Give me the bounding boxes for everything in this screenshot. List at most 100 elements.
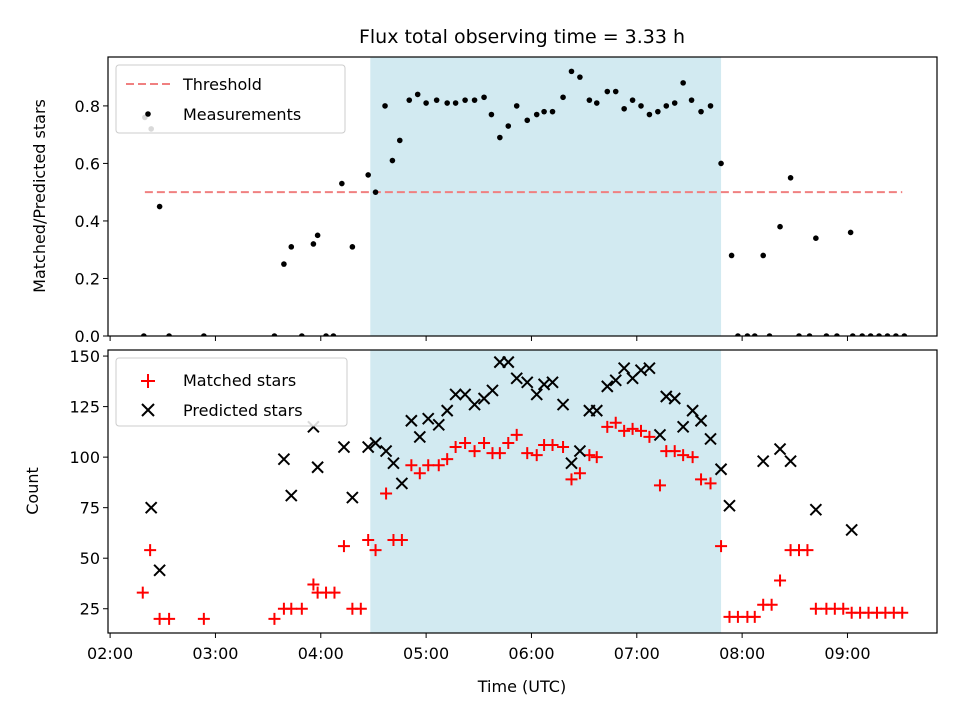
- measurement-point: [751, 333, 758, 336]
- x-axis-label: Time (UTC): [477, 677, 566, 696]
- top-legend-box: [115, 64, 346, 134]
- measurement-point: [389, 157, 396, 164]
- predicted-star-point: [668, 392, 681, 405]
- predicted-star-point: [714, 463, 728, 476]
- top-y-tick-label: 0.4: [75, 212, 100, 231]
- measurement-point: [488, 111, 495, 118]
- measurement-point: [568, 68, 575, 75]
- predicted-star-point: [565, 456, 578, 470]
- measurement-point: [847, 229, 854, 236]
- bottom-shaded-interval: [370, 350, 722, 633]
- measurement-point: [423, 100, 429, 106]
- predicted-star-point: [395, 477, 409, 490]
- measurement-point: [728, 252, 735, 259]
- bottom-y-tick-label: 25: [80, 600, 100, 619]
- measurement-point: [646, 111, 653, 118]
- measurement-point: [444, 100, 450, 106]
- measurement-point: [735, 333, 741, 336]
- matched-star-point: [295, 602, 308, 615]
- predicted-star-point: [277, 452, 291, 466]
- measurement-point: [323, 333, 329, 336]
- measurement-point: [698, 108, 704, 115]
- predicted-star-point: [609, 374, 622, 387]
- measurement-point: [884, 333, 891, 336]
- measurement-point: [462, 97, 468, 103]
- matched-star-point: [557, 441, 570, 454]
- measurement-point: [382, 103, 388, 109]
- measurement-point: [744, 333, 751, 336]
- measurement-point: [707, 103, 714, 109]
- bottom-y-tick-label: 150: [69, 347, 100, 366]
- matched-star-point: [618, 424, 631, 437]
- measurement-point: [663, 103, 670, 109]
- measurement-point: [586, 97, 593, 103]
- x-tick-label: 05:00: [403, 644, 449, 663]
- predicted-star-point: [486, 384, 499, 397]
- measurement-point: [365, 172, 371, 178]
- predicted-star-point: [676, 420, 690, 434]
- matched-star-point: [573, 467, 586, 480]
- measurement-point: [406, 97, 413, 103]
- predicted-star-point: [546, 376, 559, 389]
- legend-measurements-swatch: [145, 111, 151, 117]
- matched-star-point: [801, 544, 814, 557]
- measurement-point: [806, 333, 813, 336]
- predicted-star-point: [405, 414, 418, 427]
- x-tick-label: 08:00: [719, 644, 765, 663]
- predicted-star-point: [601, 380, 614, 393]
- matched-star-point: [144, 544, 157, 557]
- legend-predicted-swatch: [141, 403, 155, 417]
- measurement-point: [629, 97, 636, 103]
- predicted-star-point: [845, 523, 858, 537]
- predicted-star-point: [510, 372, 523, 385]
- matched-star-point: [395, 534, 408, 547]
- matched-star-point: [635, 424, 648, 437]
- predicted-star-point: [413, 430, 427, 444]
- bottom-legend-box: [115, 357, 348, 427]
- bottom-y-axis-label: Count: [23, 467, 42, 515]
- measurement-point: [372, 189, 379, 195]
- top-y-tick-label: 0.2: [75, 269, 100, 288]
- measurement-point: [339, 180, 345, 187]
- matched-star-point: [765, 598, 778, 611]
- measurement-point: [310, 241, 317, 247]
- predicted-star-point: [379, 444, 393, 458]
- predicted-star-point: [285, 489, 298, 502]
- predicted-star-point: [653, 428, 667, 442]
- measurement-point: [549, 108, 556, 115]
- legend-matched-swatch: [141, 374, 155, 388]
- measurement-point: [452, 100, 459, 106]
- bottom-y-tick-label: 75: [80, 499, 100, 518]
- matched-star-point: [748, 610, 761, 623]
- measurement-point: [593, 100, 600, 106]
- measurement-point: [166, 333, 172, 336]
- predicted-star-point: [590, 404, 603, 417]
- measurement-point: [433, 97, 440, 103]
- x-tick-label: 02:00: [87, 644, 133, 663]
- x-tick-label: 03:00: [192, 644, 238, 663]
- measurement-point: [281, 261, 287, 267]
- measurement-point: [823, 333, 830, 336]
- measurement-point: [787, 175, 794, 181]
- predicted-star-point: [422, 412, 435, 425]
- matched-star-point: [653, 479, 666, 492]
- predicted-star-point: [686, 404, 699, 417]
- measurement-point: [330, 333, 337, 336]
- measurement-point: [414, 91, 421, 98]
- predicted-star-point: [337, 440, 351, 454]
- predicted-star-point: [449, 388, 462, 401]
- top-y-tick-label: 0.0: [75, 327, 100, 346]
- matched-star-point: [478, 436, 491, 449]
- predicted-star-point: [694, 414, 708, 427]
- measurement-point: [859, 333, 866, 336]
- measurement-point: [349, 244, 356, 250]
- measurement-point: [497, 134, 503, 141]
- matched-star-point: [354, 602, 367, 615]
- predicted-star-point: [468, 398, 481, 411]
- bottom-legend: Matched stars Predicted stars: [115, 357, 348, 427]
- measurement-point: [655, 108, 661, 115]
- measurement-point: [604, 88, 611, 95]
- bottom-y-tick-label: 50: [80, 549, 100, 568]
- bottom-panel: 25 50 75 100 125 150 02:00 03:00 04:00 05:00 06:0…: [23, 347, 938, 696]
- matched-star-point: [493, 447, 506, 460]
